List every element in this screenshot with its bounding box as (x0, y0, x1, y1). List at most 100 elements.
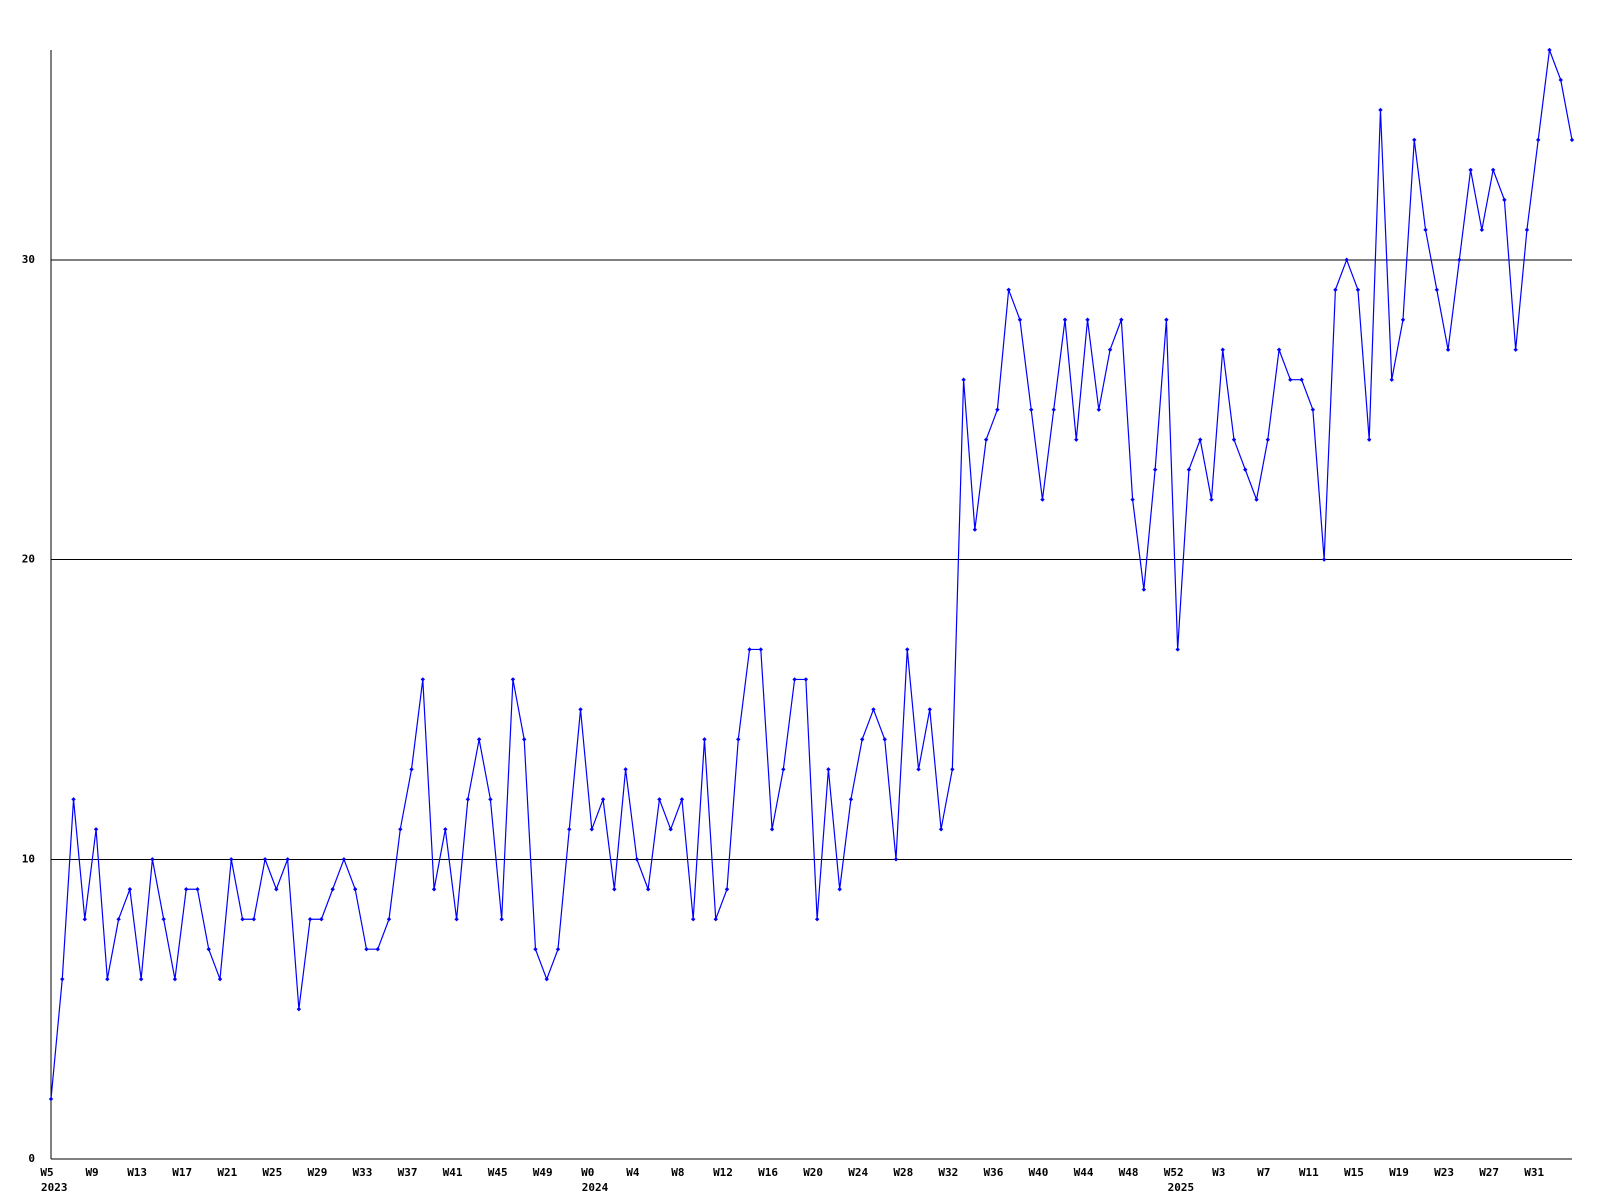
data-point (465, 797, 471, 802)
x-tick-label: W23 (1434, 1166, 1454, 1179)
data-point (702, 737, 707, 742)
data-point (1085, 317, 1090, 322)
data-point (1299, 377, 1304, 382)
data-point (871, 707, 876, 712)
data-point (1288, 377, 1293, 382)
data-point (1310, 407, 1316, 412)
x-tick-label: W5 (40, 1166, 53, 1179)
data-point (1389, 377, 1394, 382)
data-point (1017, 317, 1023, 322)
x-tick-label: W7 (1257, 1166, 1270, 1179)
data-point (747, 647, 752, 652)
data-point (262, 857, 268, 862)
data-point (1547, 47, 1552, 53)
data-point (398, 827, 403, 832)
x-tick-label: W41 (443, 1166, 463, 1179)
x-tick-label: W44 (1074, 1166, 1094, 1179)
x-year-label: 2025 (1168, 1181, 1195, 1194)
data-point (1344, 257, 1349, 263)
x-tick-label: W4 (626, 1166, 640, 1179)
data-point (1412, 137, 1417, 143)
data-point (668, 827, 673, 832)
data-point (1254, 497, 1259, 502)
data-point (71, 797, 76, 802)
x-tick-label: W52 (1164, 1166, 1184, 1179)
data-point (386, 917, 392, 922)
data-point (1524, 227, 1530, 233)
data-point (758, 647, 763, 652)
data-point (803, 677, 809, 682)
x-tick-label: W49 (533, 1166, 553, 1179)
data-point (1231, 437, 1237, 442)
data-point (1502, 197, 1507, 203)
x-tick-label: W45 (488, 1166, 508, 1179)
data-point (927, 707, 932, 712)
data-point (127, 887, 133, 892)
x-tick-label: W31 (1524, 1166, 1544, 1179)
data-point (983, 437, 989, 442)
data-point (1333, 287, 1338, 292)
y-tick-label: 10 (22, 852, 35, 865)
data-point (1423, 227, 1428, 233)
data-point (1006, 287, 1011, 292)
data-point (1141, 587, 1147, 592)
data-point (48, 1096, 54, 1102)
x-tick-label: W19 (1389, 1166, 1409, 1179)
x-tick-label: W24 (848, 1166, 868, 1179)
data-point (1119, 317, 1124, 322)
data-point (1029, 407, 1034, 412)
data-point (161, 917, 166, 922)
data-point (882, 737, 887, 742)
data-point (499, 917, 504, 922)
data-point (375, 946, 380, 952)
data-point (713, 917, 718, 922)
data-point (105, 976, 110, 982)
data-point (285, 857, 290, 862)
data-point (150, 857, 155, 862)
data-point (1051, 407, 1056, 412)
data-point (1321, 557, 1327, 562)
x-tick-label: W20 (803, 1166, 823, 1179)
data-point (319, 917, 324, 922)
data-point (184, 887, 189, 892)
data-point (860, 737, 865, 742)
data-point (1445, 347, 1451, 352)
data-point (1220, 347, 1225, 352)
data-point (1490, 167, 1496, 173)
data-point (1186, 467, 1192, 472)
data-point (916, 767, 921, 772)
data-point (1378, 107, 1383, 113)
data-point (1152, 467, 1158, 472)
data-point (296, 1006, 302, 1012)
data-point (961, 377, 966, 382)
data-point (950, 767, 955, 772)
data-point (93, 827, 99, 832)
data-point (217, 976, 223, 982)
y-tick-label: 20 (22, 553, 35, 566)
data-point (138, 976, 144, 982)
data-point (251, 917, 256, 922)
data-point (330, 887, 335, 892)
x-year-label: 2023 (41, 1181, 68, 1194)
x-tick-label: W40 (1029, 1166, 1049, 1179)
x-tick-label: W16 (758, 1166, 778, 1179)
series-line (50, 49, 1573, 1100)
data-point (1400, 317, 1406, 322)
data-point (364, 946, 369, 952)
data-point (578, 707, 583, 712)
data-point (1367, 437, 1372, 442)
data-point (567, 827, 572, 832)
data-point (905, 647, 910, 652)
data-point (623, 767, 628, 772)
x-tick-label: W28 (893, 1166, 913, 1179)
data-point (116, 917, 121, 922)
x-tick-label: W25 (262, 1166, 282, 1179)
data-point (1096, 407, 1101, 412)
data-point (938, 827, 944, 832)
x-tick-label: W37 (398, 1166, 418, 1179)
x-year-label: 2024 (582, 1181, 609, 1194)
data-point (1198, 437, 1203, 442)
x-tick-label: W27 (1479, 1166, 1499, 1179)
data-point (612, 887, 617, 892)
